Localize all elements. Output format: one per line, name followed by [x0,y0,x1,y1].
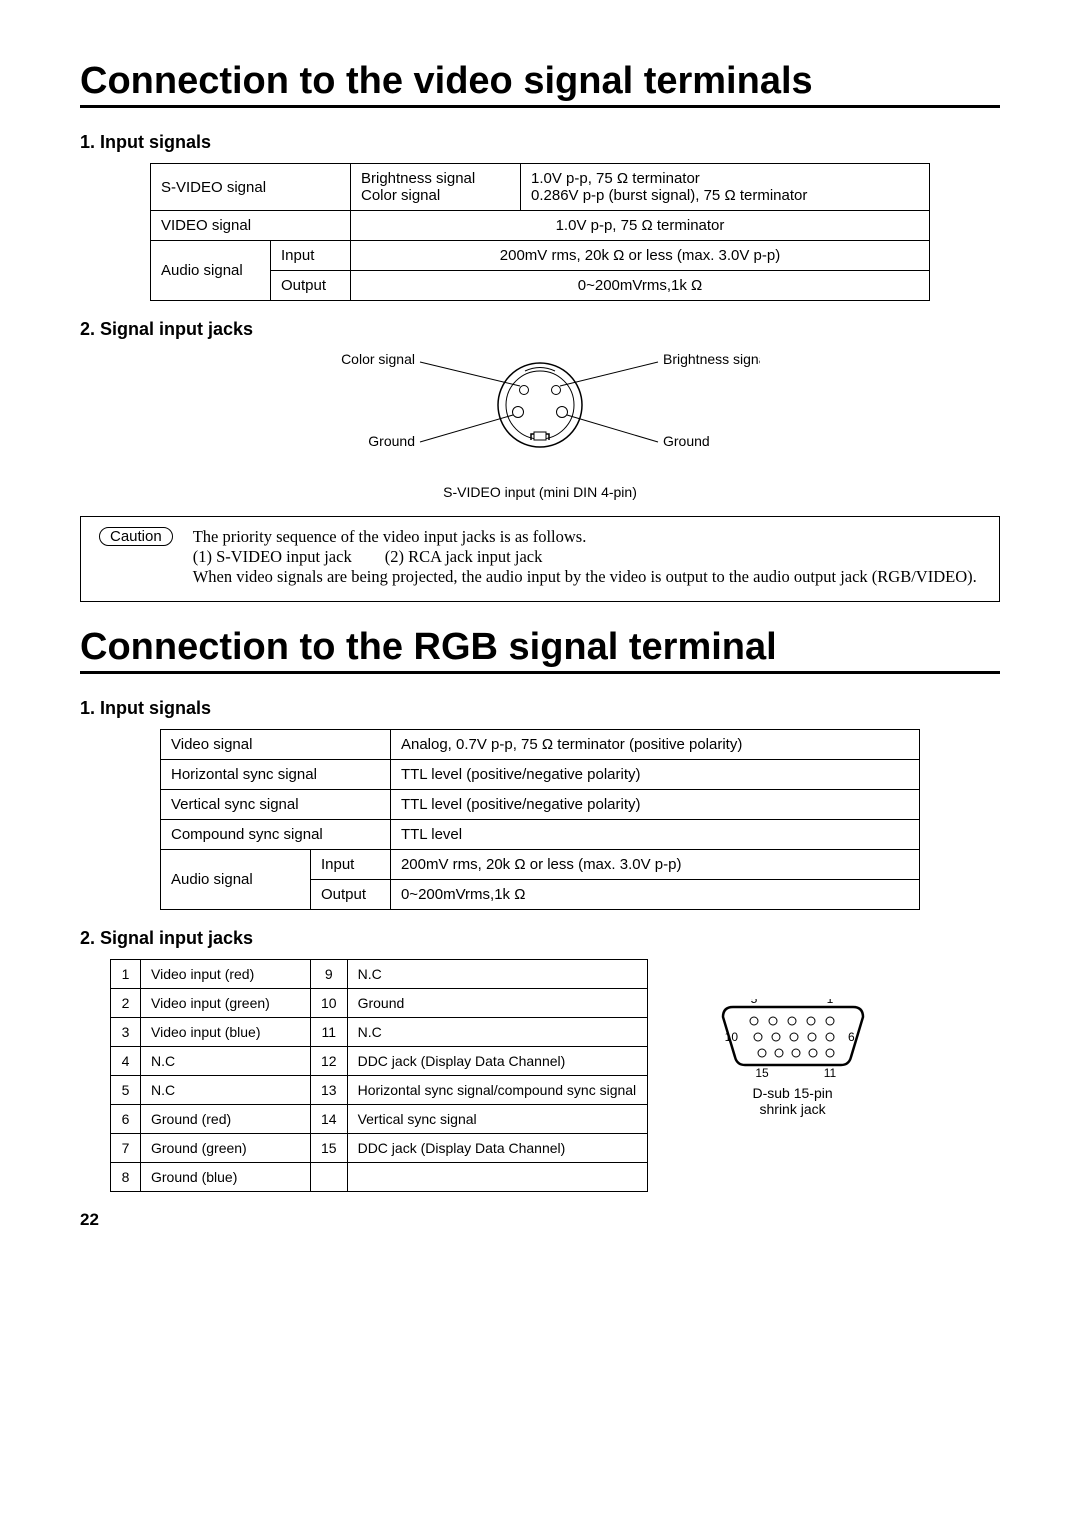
t1-r1c1: S-VIDEO signal [151,164,351,211]
pin-cell: Vertical sync signal [347,1105,647,1134]
dsub-label1: D-sub 15-pin [708,1085,878,1101]
pin-cell [311,1163,348,1192]
pin-cell: 3 [111,1018,141,1047]
caution-tag: Caution [99,527,173,546]
section-b-table: Video signal Analog, 0.7V p-p, 75 Ω term… [160,729,920,910]
pin-cell: N.C [347,960,647,989]
pin-cell: 13 [311,1076,348,1105]
svg-text:11: 11 [823,1066,836,1079]
t1-r1c4: 1.0V p-p, 75 Ω terminator 0.286V p-p (bu… [521,164,930,211]
pin-cell: Ground [347,989,647,1018]
t1-r3c4: 200mV rms, 20k Ω or less (max. 3.0V p-p) [351,241,930,271]
pin-cell: Video input (red) [141,960,311,989]
pin-cell: Video input (blue) [141,1018,311,1047]
pin-cell: Horizontal sync signal/compound sync sig… [347,1076,647,1105]
pin-cell [347,1163,647,1192]
t2-r1b: Analog, 0.7V p-p, 75 Ω terminator (posit… [390,730,919,760]
caution-l2a: (1) S-VIDEO input jack [193,547,352,566]
t2-r5c: 200mV rms, 20k Ω or less (max. 3.0V p-p) [390,850,919,880]
t1-r1c4a: 1.0V p-p, 75 Ω terminator [531,170,700,187]
pin-table: 1Video input (red)9N.C2Video input (gree… [110,959,648,1192]
pin-cell: 5 [111,1076,141,1105]
caution-l1: The priority sequence of the video input… [193,527,587,546]
t2-r5b: Input [310,850,390,880]
svg-text:1: 1 [826,999,833,1006]
pin-cell: 10 [311,989,348,1018]
pin-cell: Ground (green) [141,1134,311,1163]
t1-r1c3a: Brightness signal [361,170,475,187]
pin-cell: Video input (green) [141,989,311,1018]
dsub-diagram: 5 1 10 6 15 11 D-sub 15-pin shrink jack [708,999,878,1117]
caution-l3: When video signals are being projected, … [193,567,977,586]
t2-r3a: Vertical sync signal [161,790,391,820]
caution-l2b: (2) RCA jack input jack [385,547,543,566]
pin-cell: Ground (red) [141,1105,311,1134]
t2-r6c: 0~200mVrms,1k Ω [390,880,919,910]
section-a-head1: 1. Input signals [80,132,1000,153]
t2-r5a: Audio signal [161,850,311,910]
svg-text:10: 10 [724,1030,738,1044]
pin-cell: 14 [311,1105,348,1134]
t1-r1c3b: Color signal [361,187,440,204]
t1-r1c4b: 0.286V p-p (burst signal), 75 Ω terminat… [531,187,807,204]
label-color: Color signal [341,351,415,367]
pin-cell: 6 [111,1105,141,1134]
pin-cell: DDC jack (Display Data Channel) [347,1047,647,1076]
label-brightness: Brightness signal [663,351,760,367]
pin-cell: 8 [111,1163,141,1192]
pin-cell: 9 [311,960,348,989]
pin-cell: 15 [311,1134,348,1163]
pin-cell: 2 [111,989,141,1018]
pin-cell: DDC jack (Display Data Channel) [347,1134,647,1163]
t2-r3b: TTL level (positive/negative polarity) [390,790,919,820]
svg-text:15: 15 [755,1066,769,1079]
section-b-head1: 1. Input signals [80,698,1000,719]
section-b-title: Connection to the RGB signal terminal [80,626,1000,674]
t1-r3c2: Input [271,241,351,271]
t1-r4c2: Output [271,271,351,301]
section-a-table: S-VIDEO signal Brightness signal Color s… [150,163,930,301]
t1-r2c1: VIDEO signal [151,211,351,241]
pin-cell: 4 [111,1047,141,1076]
pin-cell: N.C [347,1018,647,1047]
section-a-title: Connection to the video signal terminals [80,60,1000,108]
caution-box: Caution The priority sequence of the vid… [80,516,1000,602]
t2-r2b: TTL level (positive/negative polarity) [390,760,919,790]
t1-r4c4: 0~200mVrms,1k Ω [351,271,930,301]
t1-r1c3: Brightness signal Color signal [351,164,521,211]
section-b-head2: 2. Signal input jacks [80,928,1000,949]
t2-r4b: TTL level [390,820,919,850]
pin-cell: 7 [111,1134,141,1163]
t2-r1a: Video signal [161,730,391,760]
t2-r6b: Output [310,880,390,910]
pin-cell: N.C [141,1076,311,1105]
svideo-diagram: Color signal Brightness signal Ground Gr… [80,350,1000,460]
label-ground-l: Ground [368,433,415,449]
t1-r3c1: Audio signal [151,241,271,301]
t2-r4a: Compound sync signal [161,820,391,850]
svg-text:6: 6 [848,1030,855,1044]
pin-cell: 12 [311,1047,348,1076]
svideo-caption: S-VIDEO input (mini DIN 4-pin) [80,484,1000,500]
label-ground-r: Ground [663,433,710,449]
svg-text:5: 5 [750,999,757,1006]
t1-r2c4: 1.0V p-p, 75 Ω terminator [351,211,930,241]
dsub-label2: shrink jack [708,1101,878,1117]
section-a-head2: 2. Signal input jacks [80,319,1000,340]
pin-cell: Ground (blue) [141,1163,311,1192]
pin-cell: 11 [311,1018,348,1047]
page-number: 22 [80,1210,1000,1230]
pin-cell: N.C [141,1047,311,1076]
pin-cell: 1 [111,960,141,989]
t2-r2a: Horizontal sync signal [161,760,391,790]
